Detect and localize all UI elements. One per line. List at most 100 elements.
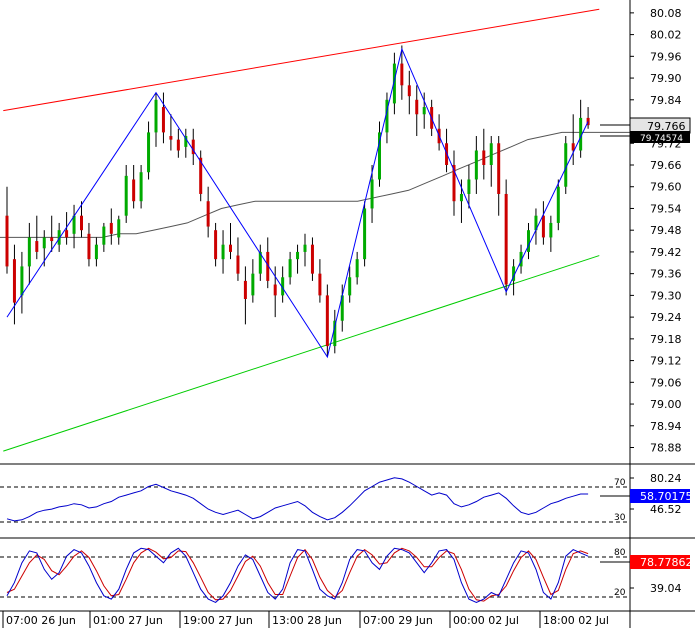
candle	[5, 186, 9, 274]
candle	[229, 222, 232, 260]
candle-body-up	[363, 208, 367, 260]
candle-body-down	[236, 255, 240, 274]
candle	[102, 222, 106, 252]
stochastic-signal-line	[6, 547, 589, 602]
price-tick-label: 79.30	[650, 289, 682, 302]
candle	[489, 136, 493, 187]
candle-body-up	[72, 215, 76, 234]
candle	[549, 215, 553, 252]
candle	[415, 85, 419, 137]
candle-body-down	[541, 215, 545, 238]
candle	[94, 237, 98, 267]
candle	[236, 237, 240, 281]
candle	[296, 244, 300, 274]
candle	[541, 201, 545, 245]
candle-body-up	[296, 251, 300, 260]
rsi-level-30-label: 30	[614, 513, 626, 523]
candle	[117, 215, 121, 245]
candle	[348, 266, 352, 303]
candle-body-down	[169, 136, 173, 140]
current-price-marker: 79.766 79.74574	[600, 117, 691, 144]
candle-body-up	[564, 143, 568, 187]
candle-body-up	[251, 273, 255, 296]
price-tick-label: 79.96	[650, 50, 682, 63]
candle	[147, 121, 151, 180]
candle	[154, 92, 158, 147]
candle-body-up	[378, 132, 381, 180]
candle	[132, 164, 136, 209]
time-tick-label: 18:00 02 Jul	[543, 614, 609, 627]
candle-body-down	[5, 215, 9, 267]
zigzag-line	[6, 47, 589, 359]
price-tick-label: 79.54	[650, 202, 682, 215]
stoch-value-box	[630, 555, 690, 569]
candle	[20, 251, 24, 314]
time-tick-label: 07:00 29 Jun	[363, 614, 433, 627]
candle	[452, 150, 456, 216]
candle-body-down	[325, 295, 329, 347]
candle-body-down	[35, 241, 39, 252]
price-tick-label: 79.00	[650, 398, 682, 411]
candle	[72, 204, 76, 249]
price-tick-label: 79.18	[650, 333, 682, 346]
candle-body-up	[117, 219, 121, 238]
candle	[199, 150, 203, 202]
candle	[281, 266, 285, 303]
candle-body-down	[482, 150, 486, 165]
stoch-level-80-label: 80	[614, 548, 626, 558]
candle-body-up	[154, 99, 158, 133]
resistance-line	[3, 8, 600, 112]
time-tick-label: 07:00 26 Jun	[6, 614, 76, 627]
price-tick-label: 79.42	[650, 246, 682, 259]
candle-body-up	[474, 150, 478, 180]
time-tick-label: 01:00 27 Jun	[93, 614, 163, 627]
candle-body-down	[571, 143, 575, 151]
candle-body-down	[407, 85, 411, 97]
candle	[504, 179, 508, 296]
candle	[303, 233, 307, 267]
candle	[35, 215, 39, 260]
candle	[497, 136, 501, 216]
candle-body-up	[258, 251, 262, 274]
candle	[370, 164, 374, 223]
candle	[184, 128, 188, 158]
candle	[392, 52, 396, 115]
rsi-level-70-label: 70	[614, 478, 626, 488]
candle-body-down	[80, 215, 83, 231]
price-tick-label: 80.02	[650, 29, 682, 42]
candle-body-up	[370, 179, 374, 209]
candle-body-up	[303, 244, 307, 252]
stoch-level-20-label: 20	[614, 588, 626, 598]
candle	[57, 222, 61, 252]
price-tick-label: 79.60	[650, 181, 682, 194]
candle-body-up	[57, 230, 61, 245]
candle-body-up	[27, 237, 31, 267]
candle-body-up	[102, 226, 106, 245]
candle-body-up	[355, 259, 359, 278]
candle-body-up	[94, 244, 98, 260]
candle-body-down	[50, 237, 54, 242]
candle-body-up	[221, 244, 225, 260]
stochastic-main-line	[6, 547, 589, 603]
price-tick-label: 78.88	[650, 442, 682, 455]
price-tick-label: 79.12	[650, 355, 682, 368]
time-axis: 07:00 26 Jun 01:00 27 Jun 19:00 27 Jun 13:0…	[2, 611, 609, 628]
candle	[564, 136, 568, 194]
candle	[273, 266, 277, 318]
candle-body-up	[519, 251, 523, 267]
candle	[109, 208, 113, 245]
candle-body-down	[199, 157, 203, 194]
current-price-label: 79.766	[647, 120, 686, 133]
time-tick-label: 13:00 28 Jun	[272, 614, 342, 627]
candle-body-up	[42, 237, 46, 249]
candle-body-up	[489, 143, 493, 165]
candle	[191, 128, 195, 165]
time-tick-label: 19:00 27 Jun	[183, 614, 253, 627]
candle	[571, 114, 575, 165]
price-tick-label: 79.90	[650, 72, 682, 85]
candle	[519, 244, 523, 274]
candle	[176, 128, 180, 158]
candle-body-down	[452, 164, 456, 202]
candle	[363, 201, 367, 267]
price-tick-label: 79.06	[650, 376, 682, 389]
